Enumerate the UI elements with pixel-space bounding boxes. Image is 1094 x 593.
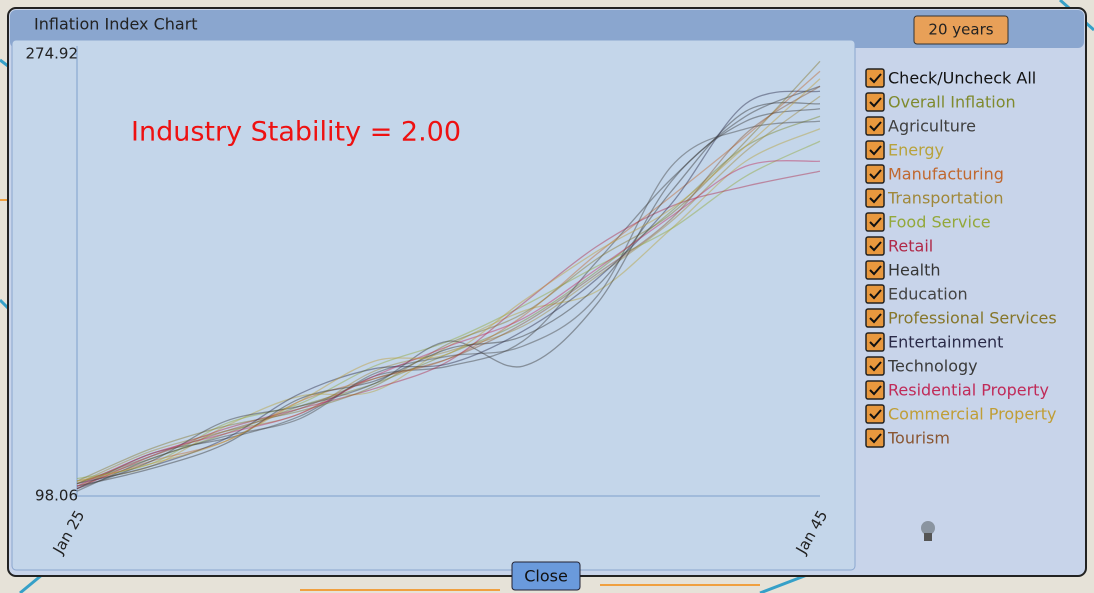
legend-label[interactable]: Residential Property — [888, 381, 1049, 400]
checkmark[interactable] — [869, 145, 882, 156]
pin-icon — [921, 521, 935, 541]
series-line — [76, 120, 821, 492]
checkbox[interactable] — [865, 188, 885, 208]
checkmark[interactable] — [869, 409, 882, 420]
checkbox[interactable] — [865, 140, 885, 160]
close-button[interactable] — [511, 561, 581, 591]
legend-label[interactable]: Energy — [888, 141, 944, 160]
close-button-label[interactable]: Close — [524, 567, 568, 586]
checkbox[interactable] — [865, 356, 885, 376]
range-button-label[interactable]: 20 years — [928, 21, 993, 39]
checkmark[interactable] — [869, 241, 882, 252]
checkbox[interactable] — [865, 380, 885, 400]
series-line — [76, 170, 821, 490]
checkmark[interactable] — [869, 169, 882, 180]
checkbox[interactable] — [865, 164, 885, 184]
window-title: Inflation Index Chart — [34, 15, 198, 34]
legend-label[interactable]: Food Service — [888, 213, 991, 232]
checkmark[interactable] — [869, 385, 882, 396]
series-line — [76, 108, 821, 490]
range-button[interactable] — [913, 15, 1009, 45]
checkbox[interactable] — [865, 284, 885, 304]
legend-label[interactable]: Tourism — [887, 429, 950, 448]
checkbox[interactable] — [865, 308, 885, 328]
legend-label[interactable]: Manufacturing — [888, 165, 1004, 184]
series-line — [76, 60, 821, 482]
checkmark[interactable] — [869, 97, 882, 108]
checkmark[interactable] — [869, 265, 882, 276]
checkbox[interactable] — [865, 116, 885, 136]
checkbox[interactable] — [865, 428, 885, 448]
series-line — [76, 85, 821, 485]
legend-label[interactable]: Retail — [888, 237, 933, 256]
y-tick-label: 98.06 — [35, 487, 78, 505]
legend-label[interactable]: Commercial Property — [888, 405, 1056, 424]
checkmark[interactable] — [869, 433, 882, 444]
checkbox[interactable] — [865, 92, 885, 112]
checkbox[interactable] — [865, 332, 885, 352]
series-line — [76, 85, 821, 490]
checkmark[interactable] — [869, 289, 882, 300]
series-line — [76, 90, 821, 485]
series-line — [76, 140, 821, 480]
series-line — [76, 115, 821, 485]
checkbox[interactable] — [865, 260, 885, 280]
series-line — [76, 70, 821, 487]
series-line — [76, 95, 821, 485]
checkmark[interactable] — [869, 337, 882, 348]
legend: Check/Uncheck All Overall Inflation Agricu… — [865, 68, 1057, 448]
legend-label[interactable]: Agriculture — [888, 117, 976, 136]
checkmark[interactable] — [869, 193, 882, 204]
annotation: Industry Stability = 2.00 — [131, 117, 461, 148]
series-line — [76, 101, 821, 487]
legend-label[interactable]: Health — [888, 261, 941, 280]
checkmark[interactable] — [869, 313, 882, 324]
checkbox[interactable] — [865, 212, 885, 232]
title-bar — [10, 10, 1084, 48]
series-line — [76, 128, 821, 482]
legend-toggle[interactable]: Check/Uncheck All — [888, 69, 1036, 88]
y-tick-label: 274.92 — [26, 45, 79, 63]
plot — [76, 60, 821, 492]
checkmark[interactable] — [869, 121, 882, 132]
series-line — [76, 78, 821, 482]
checkbox[interactable] — [865, 236, 885, 256]
checkmark[interactable] — [869, 361, 882, 372]
legend-label[interactable]: Professional Services — [888, 309, 1057, 328]
legend-label[interactable]: Education — [888, 285, 968, 304]
checkbox[interactable] — [865, 404, 885, 424]
checkmark[interactable] — [869, 217, 882, 228]
checkbox[interactable] — [865, 68, 885, 88]
series-line — [76, 160, 821, 487]
legend-label[interactable]: Overall Inflation — [888, 93, 1016, 112]
legend-label[interactable]: Transportation — [887, 189, 1004, 208]
legend-label[interactable]: Technology — [887, 357, 978, 376]
chart-panel — [11, 39, 856, 571]
checkmark[interactable] — [869, 73, 882, 84]
legend-label[interactable]: Entertainment — [888, 333, 1003, 352]
